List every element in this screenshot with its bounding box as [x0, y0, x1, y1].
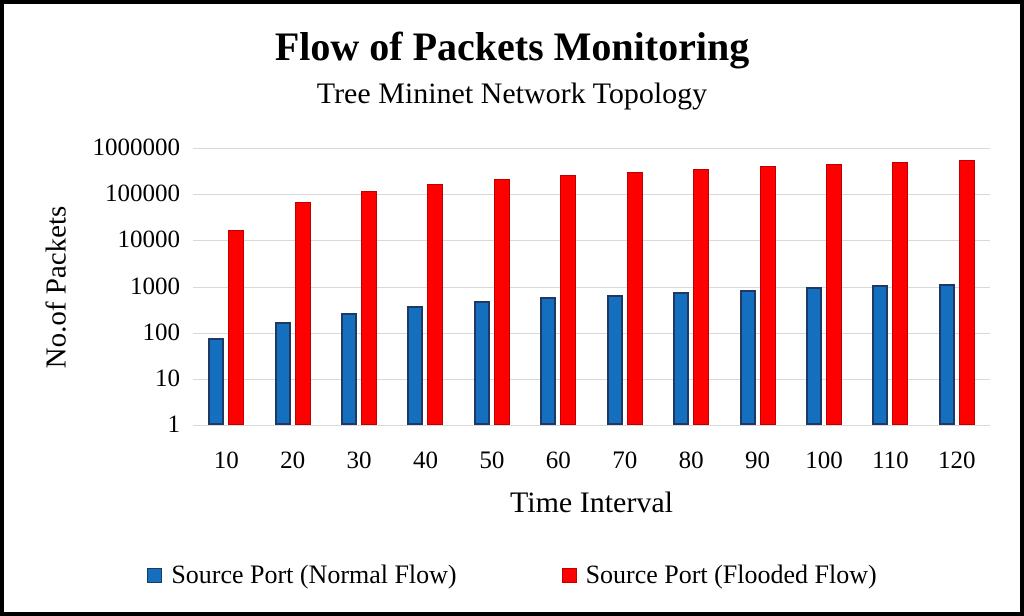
bar-flooded-flow-30: [361, 190, 378, 425]
x-tick-label: 120: [938, 447, 976, 474]
gridline: [193, 194, 990, 196]
y-tick-label: 1000000: [92, 134, 181, 161]
bar-normal-flow-120: [938, 283, 955, 425]
legend: Source Port (Normal Flow) Source Port (Fl…: [4, 560, 1020, 590]
x-tick-label: 20: [280, 447, 306, 474]
x-tick-label: 60: [545, 447, 571, 474]
bar-flooded-flow-70: [626, 171, 643, 425]
x-tick-label: 90: [745, 447, 771, 474]
bar-normal-flow-60: [540, 297, 557, 425]
bar-flooded-flow-10: [228, 230, 245, 425]
bar-flooded-flow-20: [294, 201, 311, 425]
bar-normal-flow-90: [739, 289, 756, 425]
x-axis-title: Time Interval: [509, 486, 674, 519]
bar-flooded-flow-50: [493, 179, 510, 425]
x-tick-label: 110: [872, 447, 909, 474]
x-tick-label: 50: [479, 447, 505, 474]
bar-normal-flow-40: [407, 305, 424, 425]
gridline: [193, 240, 990, 242]
bar-normal-flow-30: [341, 312, 358, 425]
plot-area: [193, 148, 990, 426]
bar-flooded-flow-80: [693, 168, 710, 425]
bar-normal-flow-70: [606, 294, 623, 425]
bar-flooded-flow-90: [759, 166, 776, 425]
gridline: [193, 286, 990, 288]
y-tick-label: 10: [155, 364, 180, 392]
x-tick-label: 10: [213, 447, 239, 474]
bar-flooded-flow-100: [825, 163, 842, 425]
x-axis-tick-labels: 10 20 30 40 50 60 70 80 90 100 110 120: [193, 446, 990, 478]
bar-normal-flow-20: [274, 322, 291, 425]
y-tick-label: 100000: [105, 180, 180, 208]
y-tick-label: 10000: [117, 226, 181, 254]
bar-normal-flow-100: [805, 286, 822, 425]
bar-normal-flow-10: [208, 337, 225, 425]
chart-subtitle: Tree Mininet Network Topology: [316, 77, 708, 110]
x-tick-label: 30: [346, 447, 372, 474]
y-tick-label: 100: [142, 318, 181, 346]
gridline: [193, 378, 990, 380]
x-tick-label: 40: [412, 447, 438, 474]
chart-stage: Flow of Packets Monitoring Tree Mininet …: [4, 4, 1020, 612]
legend-label: Source Port (Flooded Flow): [585, 560, 877, 589]
legend-item-normal-flow: Source Port (Normal Flow): [147, 560, 457, 590]
bar-flooded-flow-40: [427, 184, 444, 425]
x-tick-label: 100: [805, 447, 843, 474]
bar-flooded-flow-110: [892, 161, 909, 425]
bar-flooded-flow-60: [560, 175, 577, 425]
gridline: [193, 332, 990, 334]
legend-swatch-icon: [147, 567, 163, 583]
y-axis-tick-labels: 1000000 100000 10000 1000 100 10 1: [4, 134, 181, 438]
bar-normal-flow-110: [872, 285, 889, 425]
y-tick-label: 1000: [130, 272, 180, 300]
legend-item-flooded-flow: Source Port (Flooded Flow): [561, 560, 877, 590]
x-axis-baseline: [193, 425, 990, 426]
bar-normal-flow-50: [473, 301, 490, 425]
bar-normal-flow-80: [673, 292, 690, 425]
legend-label: Source Port (Normal Flow): [171, 560, 457, 589]
gridline: [193, 148, 990, 149]
chart-title: Flow of Packets Monitoring: [274, 24, 750, 69]
bar-flooded-flow-120: [958, 159, 975, 425]
x-tick-label: 80: [678, 447, 704, 474]
y-tick-label: 1: [167, 411, 181, 438]
x-tick-label: 70: [612, 447, 638, 474]
legend-swatch-icon: [561, 567, 577, 583]
